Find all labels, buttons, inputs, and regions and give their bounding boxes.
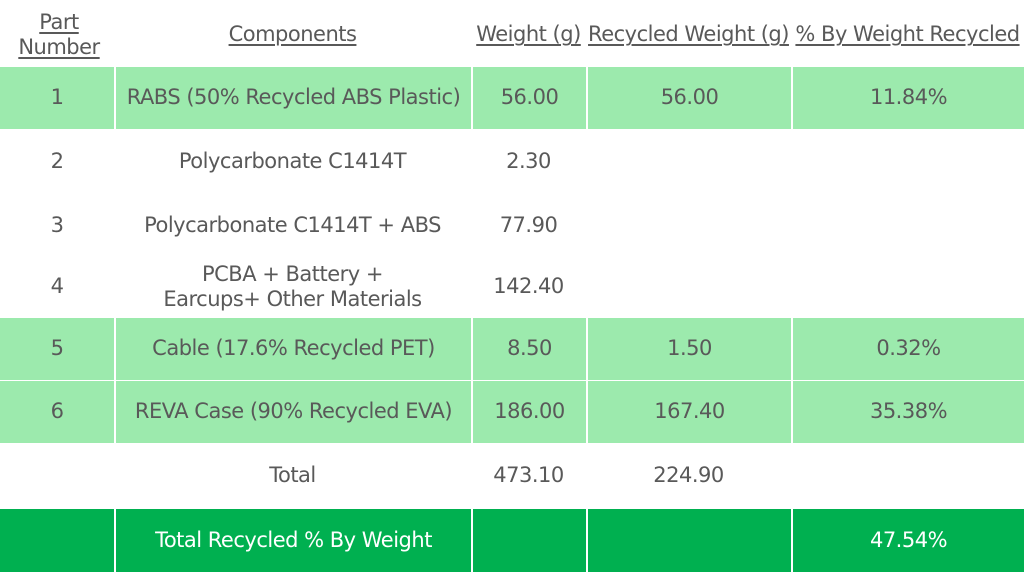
weight-cell: 142.40: [493, 274, 564, 299]
recycled-weight-cell: 56.00: [586, 67, 791, 129]
summary-label: Total Recycled % By Weight: [114, 509, 471, 572]
weight-cell: 186.00: [471, 381, 586, 443]
weight-cell: 77.90: [499, 213, 558, 238]
table-row: 6 REVA Case (90% Recycled EVA) 186.00 16…: [0, 381, 1024, 443]
pct-recycled-cell: [791, 257, 1024, 317]
part-number-cell: 1: [0, 67, 114, 129]
weight-cell: 8.50: [471, 318, 586, 380]
recycled-weight-cell: [586, 131, 791, 193]
component-cell: Polycarbonate C1414T: [178, 149, 407, 174]
table-row: 4 PCBA + Battery + Earcups+ Other Materi…: [0, 257, 1024, 317]
table-header-row: Part Number Components Weight (g) Recycl…: [0, 10, 1024, 60]
recycled-weight-cell: [586, 257, 791, 317]
pct-recycled-cell: [791, 195, 1024, 257]
pct-recycled-cell: [791, 131, 1024, 193]
header-weight: Weight (g): [476, 22, 581, 47]
weight-cell: 2.30: [506, 149, 551, 174]
summary-recycled-empty-cell: [586, 509, 791, 572]
recycled-weight-cell: 1.50: [586, 318, 791, 380]
total-recycled-weight: 224.90: [653, 463, 724, 488]
table-row: 5 Cable (17.6% Recycled PET) 8.50 1.50 0…: [0, 318, 1024, 380]
pct-recycled-cell: 35.38%: [791, 381, 1024, 443]
summary-row: Total Recycled % By Weight 47.54%: [0, 509, 1024, 572]
header-components: Components: [228, 22, 357, 47]
total-pct-empty-cell: [791, 445, 1024, 507]
summary-weight-empty-cell: [471, 509, 586, 572]
recycled-weight-cell: [586, 195, 791, 257]
part-number-cell: 3: [50, 213, 64, 238]
total-label: Total: [269, 463, 316, 488]
part-number-cell: 2: [50, 149, 64, 174]
header-recycled-weight: Recycled Weight (g): [588, 22, 789, 47]
recycled-weight-cell: 167.40: [586, 381, 791, 443]
part-number-cell: 4: [50, 274, 64, 299]
component-cell: PCBA + Battery + Earcups+ Other Material…: [163, 261, 422, 311]
summary-empty-cell: [0, 509, 114, 572]
header-part-number: Part Number: [18, 9, 100, 59]
component-cell: REVA Case (90% Recycled EVA): [114, 381, 471, 443]
table-row: 3 Polycarbonate C1414T + ABS 77.90: [0, 195, 1024, 257]
part-number-cell: 6: [0, 381, 114, 443]
total-row: Total 473.10 224.90: [0, 445, 1024, 507]
component-cell: RABS (50% Recycled ABS Plastic): [114, 67, 471, 129]
pct-recycled-cell: 11.84%: [791, 67, 1024, 129]
component-cell: Polycarbonate C1414T + ABS: [144, 213, 441, 238]
summary-pct: 47.54%: [791, 509, 1024, 572]
pct-recycled-cell: 0.32%: [791, 318, 1024, 380]
table-row: 1 RABS (50% Recycled ABS Plastic) 56.00 …: [0, 67, 1024, 129]
total-empty-cell: [0, 445, 114, 507]
total-weight: 473.10: [493, 463, 564, 488]
header-pct-recycled: % By Weight Recycled: [795, 22, 1020, 47]
part-number-cell: 5: [0, 318, 114, 380]
table-row: 2 Polycarbonate C1414T 2.30: [0, 131, 1024, 193]
weight-cell: 56.00: [471, 67, 586, 129]
component-cell: Cable (17.6% Recycled PET): [114, 318, 471, 380]
